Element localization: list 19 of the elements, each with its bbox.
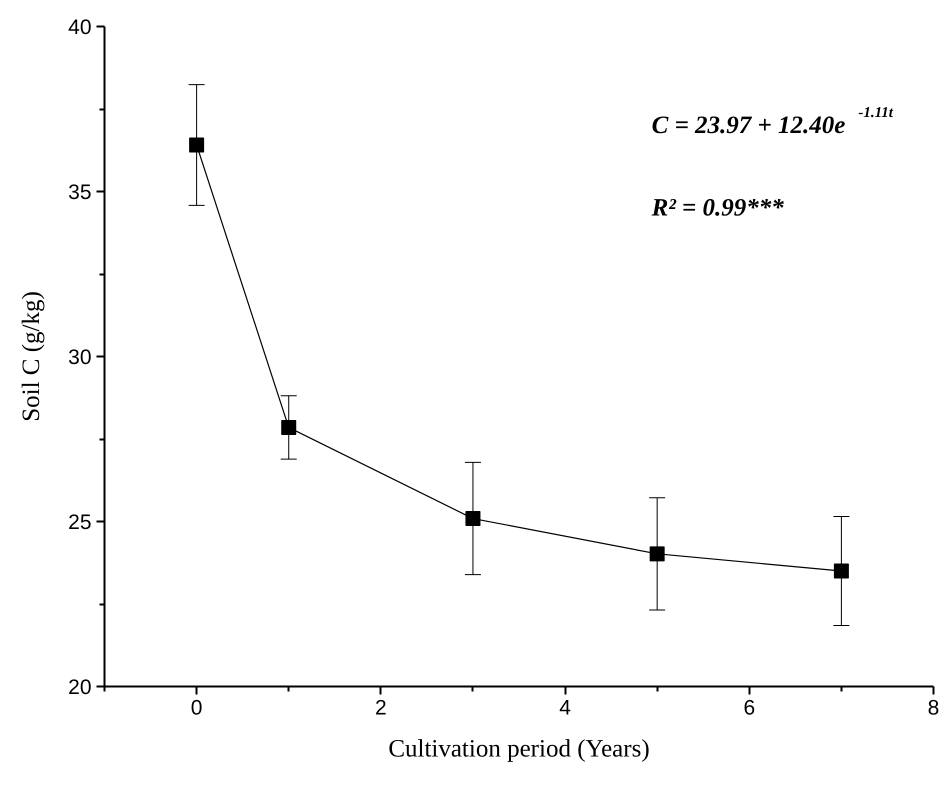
x-tick-label: 4 bbox=[559, 696, 572, 720]
annotation: R² = 0.99*** bbox=[650, 194, 784, 222]
point bbox=[281, 420, 296, 435]
y-axis-title: Soil C (g/kg) bbox=[18, 291, 46, 422]
x-tick-label: 6 bbox=[743, 696, 756, 720]
x-tick-label: 2 bbox=[374, 696, 387, 720]
x-axis-title: Cultivation period (Years) bbox=[388, 736, 650, 762]
x-tick-label: 0 bbox=[190, 696, 202, 720]
point bbox=[834, 564, 849, 578]
y-tick-label: 25 bbox=[68, 511, 92, 534]
point bbox=[465, 511, 480, 526]
y-tick-label: 35 bbox=[68, 181, 92, 204]
y-tick-label: 40 bbox=[68, 16, 92, 39]
point bbox=[189, 137, 204, 152]
y-tick-label: 20 bbox=[68, 676, 92, 699]
y-tick-label: 30 bbox=[68, 346, 92, 369]
annotation: C = 23.97 + 12.40e-1.11t bbox=[652, 105, 894, 139]
point bbox=[650, 546, 665, 562]
x-tick-label: 8 bbox=[928, 696, 940, 720]
